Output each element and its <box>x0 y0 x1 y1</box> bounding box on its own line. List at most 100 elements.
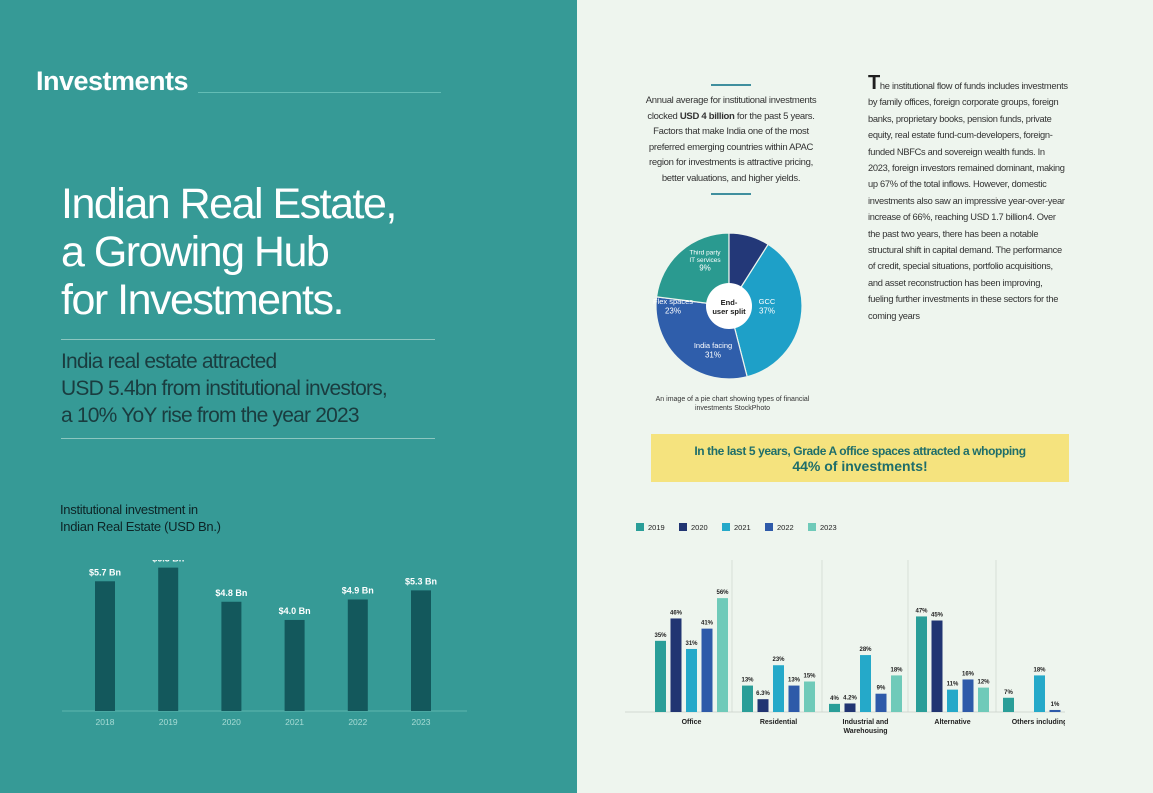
legend-swatch <box>808 523 816 531</box>
bar <box>717 598 728 712</box>
segment-grouped-bar-chart: 2019 2020 2021 2022 2023 35% 46% 31% 41% 56% Offic… <box>625 523 1065 735</box>
chart-title-line: Institutional investment in <box>60 502 198 517</box>
x-tick-label: 2021 <box>285 717 304 727</box>
callout-line-2: 44% of investments! <box>792 458 928 474</box>
data-label: 23% <box>772 657 785 663</box>
headline-line: for Investments. <box>61 276 344 324</box>
highlight-callout: In the last 5 years, Grade A office spac… <box>651 434 1069 482</box>
bar <box>931 620 943 712</box>
x-category-label: Warehousing <box>843 728 887 735</box>
data-label: 6.3% <box>756 691 770 697</box>
slice-name-label: IT services <box>689 257 721 264</box>
legend-label: 2022 <box>777 523 794 532</box>
note-top-rule <box>711 84 751 86</box>
slice-name-label: Flex spaces <box>653 297 693 306</box>
data-label: 9% <box>877 686 886 692</box>
note-text-post: for the past 5 years. Factors that make … <box>648 110 815 184</box>
x-tick-label: 2019 <box>159 717 178 727</box>
data-label: 7% <box>1004 690 1013 696</box>
legend-swatch <box>722 523 730 531</box>
annual-average-note: Annual average for institutional investm… <box>645 84 817 195</box>
bar <box>829 703 840 712</box>
data-label: 47% <box>915 608 928 614</box>
data-label: $4.9 Bn <box>342 585 374 595</box>
drop-cap: T <box>868 72 880 94</box>
subheadline-line: a 10% YoY rise from the year 2023 <box>61 404 360 427</box>
note-bottom-rule <box>711 193 751 195</box>
bar <box>1049 709 1061 712</box>
left-panel: Investments Indian Real Estate, a Growin… <box>0 0 577 793</box>
bar <box>962 679 974 712</box>
callout-line-1: In the last 5 years, Grade A office spac… <box>694 444 1026 458</box>
bar <box>670 618 682 712</box>
pie-center-label: End- <box>721 298 738 307</box>
legend-label: 2019 <box>648 523 665 532</box>
note-text-pre: Annual average for institutional investm… <box>645 95 817 122</box>
pie-slice <box>655 232 730 307</box>
legend-label: 2020 <box>691 523 708 532</box>
note-text-bold: USD 4 billion <box>679 110 735 122</box>
data-label: 35% <box>654 633 667 639</box>
data-label: 1% <box>1051 702 1060 708</box>
bar <box>158 567 179 711</box>
bar <box>1034 675 1045 712</box>
legend-swatch <box>679 523 687 531</box>
annual-average-text: Annual average for institutional investm… <box>645 93 817 186</box>
subheadline: India real estate attracted USD 5.4bn fr… <box>61 348 461 429</box>
slice-name-label: Third party <box>689 250 721 257</box>
data-label: $5.3 Bn <box>405 576 437 586</box>
bar <box>701 628 713 712</box>
chart-title: Institutional investment in Indian Real … <box>60 501 280 535</box>
bar <box>655 640 666 712</box>
bar <box>686 648 697 712</box>
legend-label: 2023 <box>820 523 837 532</box>
data-label: 12% <box>977 680 990 686</box>
legend-swatch <box>765 523 773 531</box>
chart-title-line: Indian Real Estate (USD Bn.) <box>60 519 221 534</box>
x-category-label: Others including <box>1012 719 1065 726</box>
bar <box>844 703 856 712</box>
bar <box>1003 697 1014 712</box>
slice-name-label: India facing <box>694 341 732 350</box>
x-category-label: Alternative <box>934 719 970 726</box>
institutional-flow-text: The institutional flow of funds includes… <box>868 73 1068 324</box>
data-label: 28% <box>859 647 872 653</box>
legend-label: 2021 <box>734 523 751 532</box>
slice-value-label: 31% <box>705 350 721 359</box>
bar <box>978 687 989 712</box>
bar <box>347 599 368 711</box>
title-divider <box>198 92 441 93</box>
slice-value-label: 37% <box>759 306 775 315</box>
bar <box>804 681 815 712</box>
data-label: 4.2% <box>843 695 857 701</box>
x-tick-label: 2020 <box>222 717 241 727</box>
data-label: $6.3 Bn <box>152 560 184 564</box>
pie-center-hole <box>706 283 752 329</box>
subheadline-line: USD 5.4bn from institutional investors, <box>61 377 388 400</box>
slice-value-label: 9% <box>699 264 711 273</box>
data-label: $4.0 Bn <box>279 606 311 616</box>
bar <box>875 693 887 712</box>
data-label: 11% <box>947 682 959 688</box>
data-label: 13% <box>788 678 801 684</box>
data-label: $4.8 Bn <box>215 588 247 598</box>
data-label: 18% <box>890 667 903 673</box>
bar <box>221 601 242 711</box>
x-tick-label: 2022 <box>348 717 367 727</box>
pie-center-label: user split <box>712 307 746 316</box>
data-label: 45% <box>931 613 944 619</box>
headline: Indian Real Estate, a Growing Hub for In… <box>61 180 481 324</box>
data-label: 13% <box>741 678 754 684</box>
bar <box>757 699 769 712</box>
data-label: 41% <box>701 621 714 627</box>
subheadline-line: India real estate attracted <box>61 350 277 373</box>
pie-caption: An image of a pie chart showing types of… <box>655 396 810 412</box>
legend-swatch <box>636 523 644 531</box>
divider <box>61 438 435 439</box>
slice-name-label: GCC <box>759 297 776 306</box>
headline-line: Indian Real Estate, <box>61 180 397 228</box>
data-label: 31% <box>685 641 698 647</box>
x-tick-label: 2023 <box>412 717 431 727</box>
